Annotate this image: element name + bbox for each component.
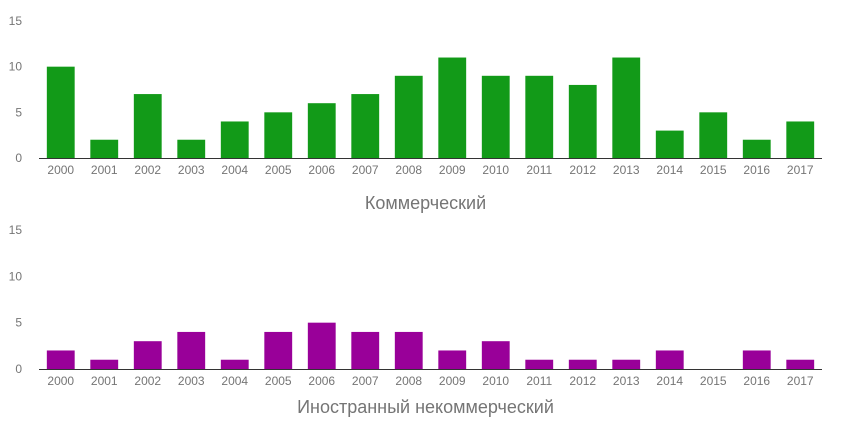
x-tick-label-2010: 2010: [482, 163, 509, 177]
x-tick-label-2005: 2005: [265, 374, 292, 388]
bar-2011: [525, 359, 554, 369]
bar-2006: [307, 103, 336, 158]
y-tick-label: 10: [9, 269, 23, 283]
bar-2008: [394, 75, 423, 158]
bar-2002: [133, 94, 162, 158]
x-tick-label-2000: 2000: [47, 163, 74, 177]
bar-2005: [264, 112, 293, 158]
x-tick-label-2008: 2008: [395, 374, 422, 388]
bar-2000: [46, 350, 75, 369]
bar-2016: [742, 139, 771, 158]
bar-2016: [742, 350, 771, 369]
x-tick-label-2004: 2004: [221, 374, 248, 388]
x-tick-label-2009: 2009: [439, 374, 466, 388]
bar-2011: [525, 75, 554, 158]
bar-2002: [133, 341, 162, 369]
bar-2009: [438, 57, 467, 158]
x-tick-label-2007: 2007: [352, 374, 379, 388]
x-tick-label-2004: 2004: [221, 163, 248, 177]
x-tick-label-2017: 2017: [787, 374, 814, 388]
bar-2012: [568, 84, 597, 158]
bar-2007: [351, 331, 380, 369]
y-tick-label: 10: [9, 60, 23, 74]
x-tick-label-2009: 2009: [439, 163, 466, 177]
bar-2013: [612, 57, 641, 158]
x-tick-label-2017: 2017: [787, 163, 814, 177]
x-tick-label-2006: 2006: [308, 374, 335, 388]
x-tick-label-2003: 2003: [178, 374, 205, 388]
y-tick-label: 15: [9, 223, 23, 237]
x-tick-label-2008: 2008: [395, 163, 422, 177]
bar-2001: [90, 359, 119, 369]
x-tick-label-2015: 2015: [700, 163, 727, 177]
x-tick-label-2003: 2003: [178, 163, 205, 177]
x-tick-label-2010: 2010: [482, 374, 509, 388]
bar-2015: [699, 112, 728, 158]
y-tick-label: 15: [9, 14, 23, 28]
x-tick-label-2005: 2005: [265, 163, 292, 177]
bar-2017: [786, 121, 815, 158]
bar-2009: [438, 350, 467, 369]
bar-2004: [220, 359, 249, 369]
bar-2014: [655, 350, 684, 369]
bar-2003: [177, 139, 206, 158]
bar-2014: [655, 130, 684, 158]
bar-2010: [481, 75, 510, 158]
x-tick-label-2014: 2014: [656, 374, 683, 388]
x-tick-label-2007: 2007: [352, 163, 379, 177]
x-tick-label-2013: 2013: [613, 374, 640, 388]
bar-2010: [481, 341, 510, 369]
y-tick-label: 0: [15, 151, 22, 165]
bar-2017: [786, 359, 815, 369]
x-tick-label-2012: 2012: [569, 163, 596, 177]
bar-2007: [351, 94, 380, 158]
x-tick-label-2001: 2001: [91, 374, 118, 388]
bar-2006: [307, 322, 336, 369]
bar-2008: [394, 331, 423, 369]
bar-2005: [264, 331, 293, 369]
x-tick-label-2012: 2012: [569, 374, 596, 388]
x-tick-label-2002: 2002: [134, 163, 161, 177]
x-tick-label-2016: 2016: [743, 163, 770, 177]
x-tick-label-2011: 2011: [526, 374, 552, 388]
x-tick-label-2006: 2006: [308, 163, 335, 177]
chart-title: Иностранный некоммерческий: [297, 397, 554, 417]
bar-2001: [90, 139, 119, 158]
chart-foreign-noncommercial: 0 5 10 15 2000 2001 2002 2003 2004 2005 2006 2007 20…: [9, 223, 822, 417]
x-tick-label-2014: 2014: [656, 163, 683, 177]
x-tick-label-2011: 2011: [526, 163, 552, 177]
bar-2004: [220, 121, 249, 158]
bar-2000: [46, 66, 75, 158]
x-tick-label-2016: 2016: [743, 374, 770, 388]
x-tick-label-2015: 2015: [700, 374, 727, 388]
bar-2013: [612, 359, 641, 369]
chart-title: Коммерческий: [365, 193, 486, 213]
x-tick-label-2001: 2001: [91, 163, 118, 177]
bar-2012: [568, 359, 597, 369]
bar-2003: [177, 331, 206, 369]
x-tick-label-2002: 2002: [134, 374, 161, 388]
y-tick-label: 5: [15, 105, 22, 119]
chart-commercial: 0 5 10 15 2000 2001 2002 2003 2004 2005 2006 2007 20…: [9, 14, 822, 213]
y-tick-label: 0: [15, 362, 22, 376]
x-tick-label-2013: 2013: [613, 163, 640, 177]
x-tick-label-2000: 2000: [47, 374, 74, 388]
y-tick-label: 5: [15, 316, 22, 330]
